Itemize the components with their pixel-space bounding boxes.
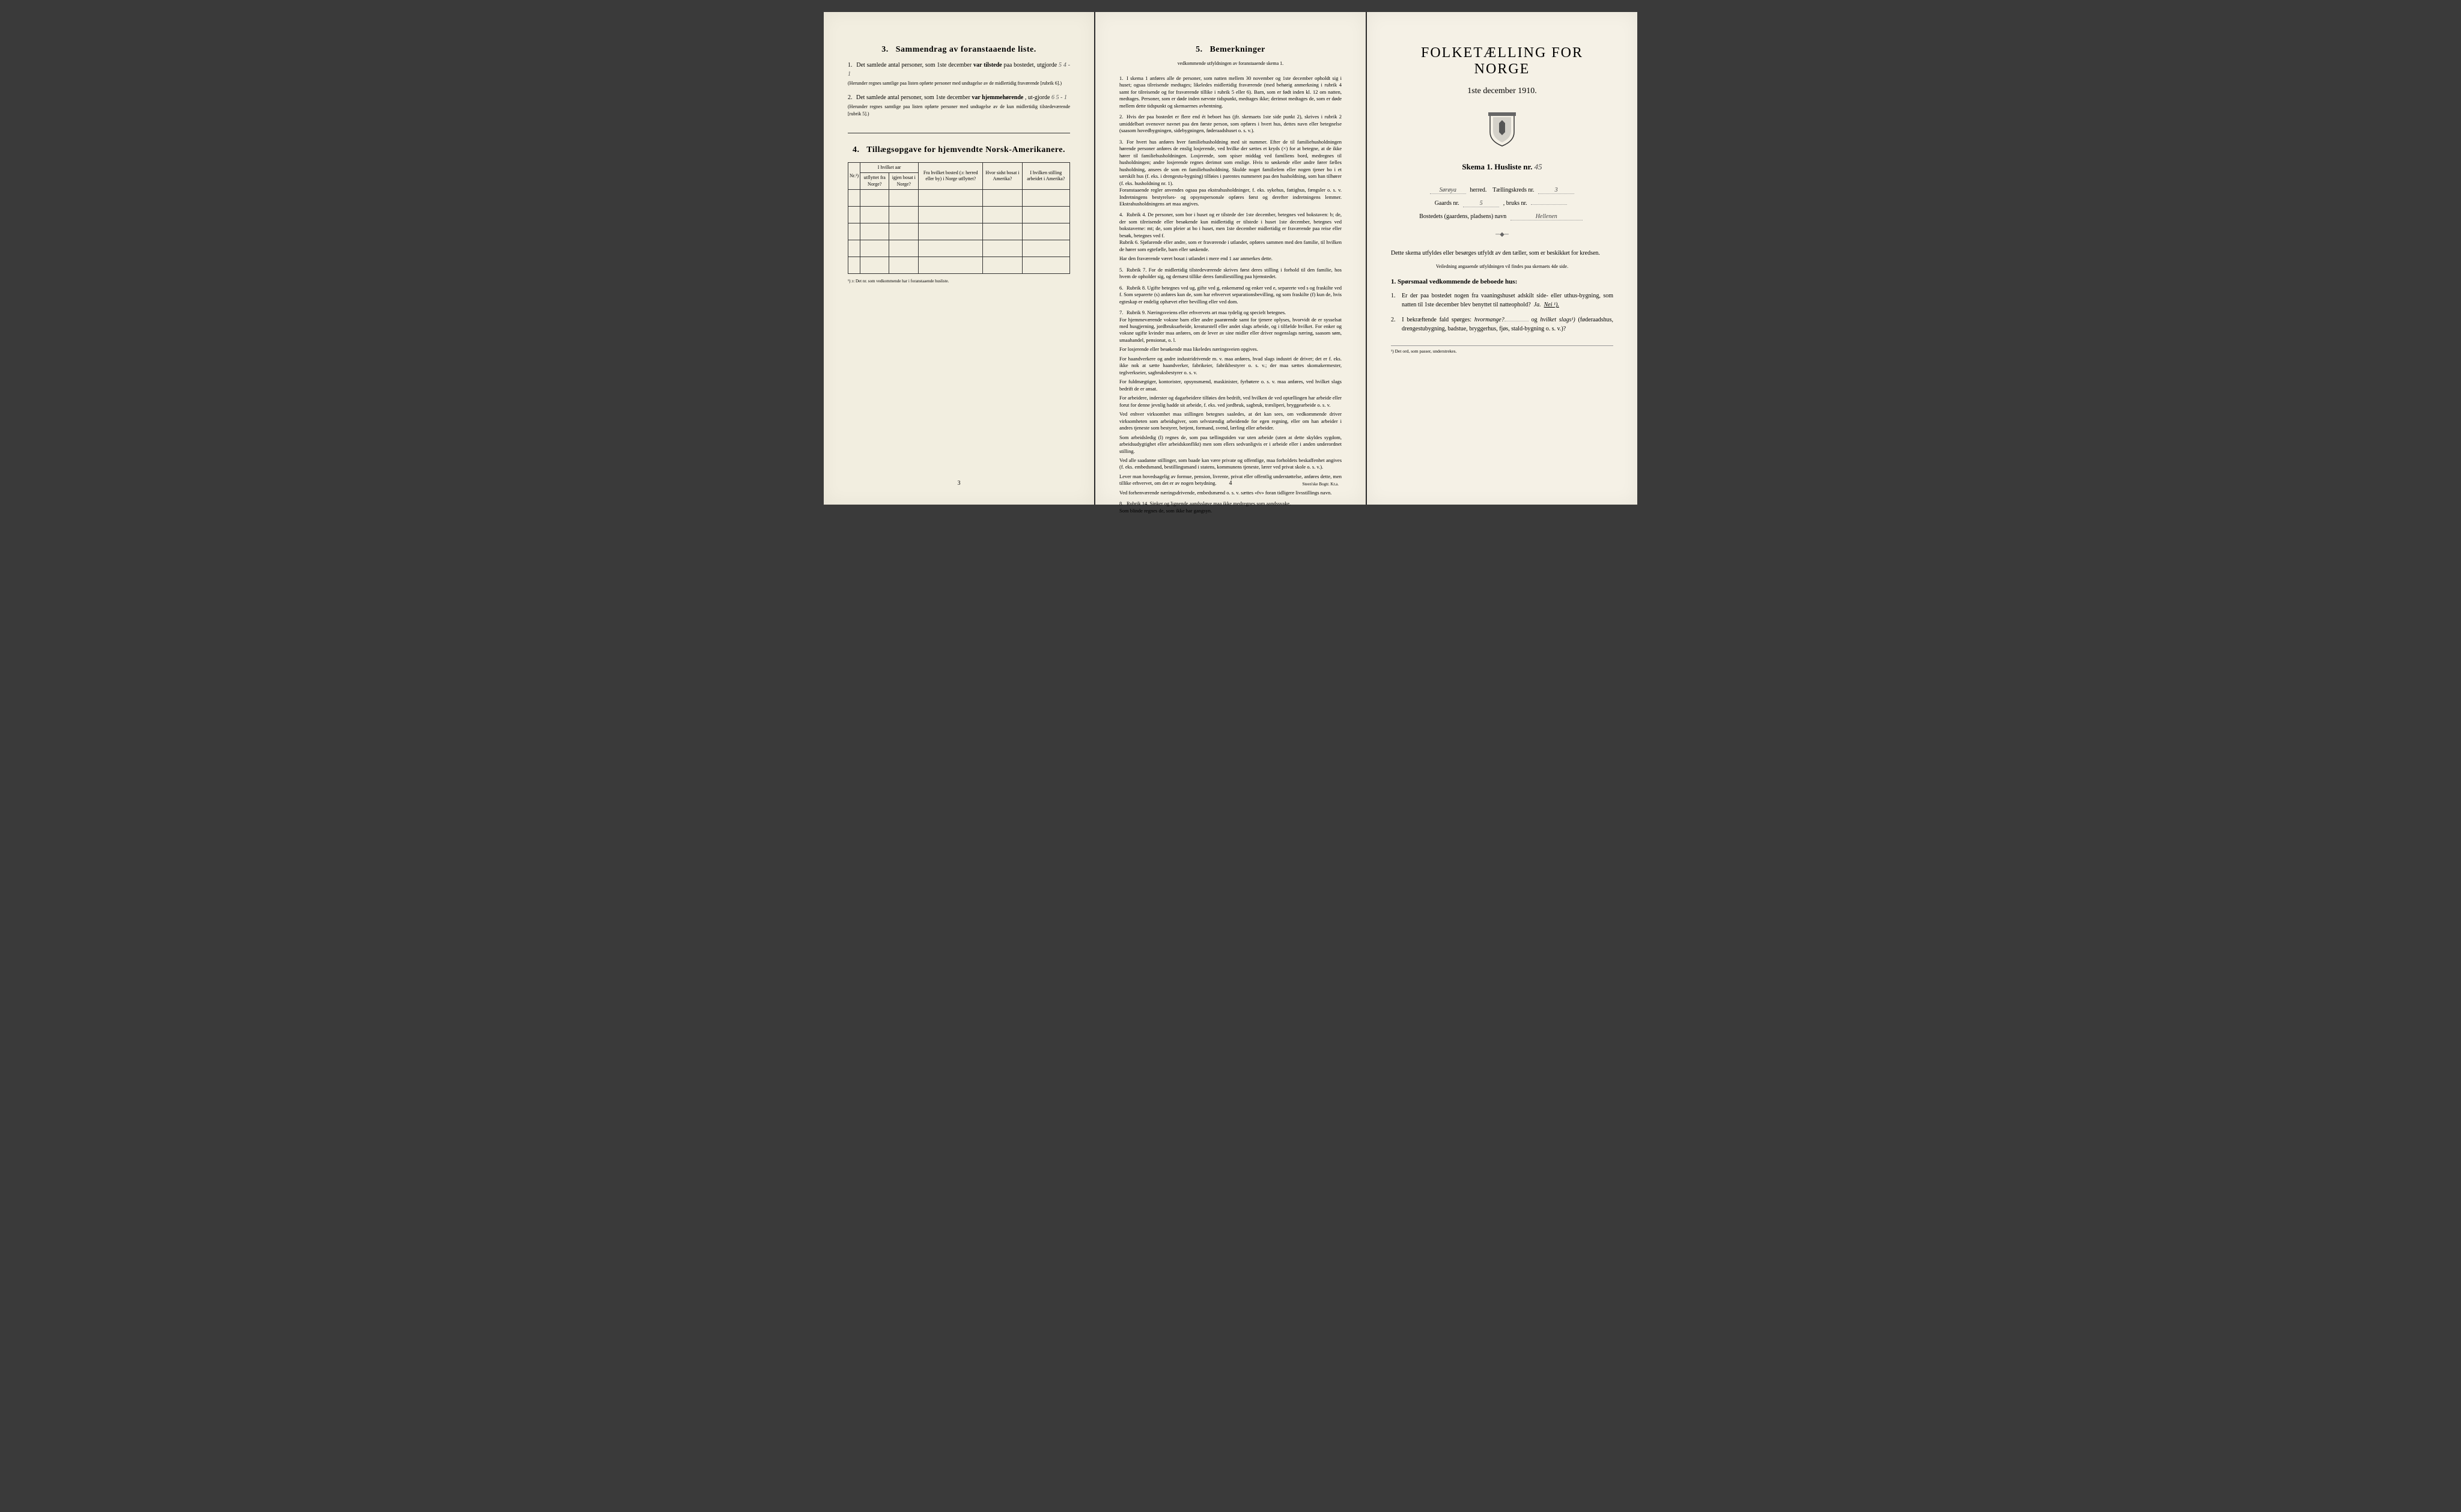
table-row [848,240,1070,257]
remarks-list: 1.I skema 1 anføres alle de personer, so… [1119,75,1342,514]
table-row [848,190,1070,207]
bosted-field: Bostedets (gaardens, pladsens) navn Hell… [1391,213,1613,220]
remark-3: 3.For hvert hus anføres hver familiehush… [1119,139,1342,208]
remark-4: 4.Rubrik 4. De personer, som bor i huset… [1119,211,1342,262]
col-igjen: igjen bosat i Norge? [889,173,919,190]
table-row [848,207,1070,223]
page-number: 4 [1229,480,1232,487]
col-amerika: Hvor sidst bosat i Amerika? [983,163,1022,190]
document-title: FOLKETÆLLING FOR NORGE [1391,45,1613,77]
section-5-subtitle: vedkommende utfyldningen av foranstaaend… [1119,61,1342,66]
table-footnote: ¹) ɔ: Det nr. som vedkommende har i fora… [848,279,1070,284]
page-number: 3 [958,480,961,487]
coat-of-arms-icon [1391,111,1613,150]
herred-field: Sørøya herred. Tællingskreds nr. 3 [1391,187,1613,194]
instruction-text: Dette skema utfyldes eller besørges utfy… [1391,249,1613,258]
document-date: 1ste december 1910. [1391,87,1613,96]
title-page: FOLKETÆLLING FOR NORGE 1ste december 191… [1367,12,1637,505]
section-3-heading: 3. Sammendrag av foranstaaende liste. [848,45,1070,55]
question-1: 1. Er der paa bostedet nogen fra vaaning… [1391,291,1613,309]
remark-8: 8.Rubrik 14. Sinker og lignende aandsslø… [1119,500,1342,514]
table-row [848,257,1070,274]
summary-item-2: 2. Det samlede antal personer, som 1ste … [848,93,1070,118]
skema-line: Skema 1. Husliste nr. 45 [1391,162,1613,172]
amerikanere-table: Nr.¹) I hvilket aar Fra hvilket bosted (… [848,162,1070,284]
page-3: 3. Sammendrag av foranstaaende liste. 1.… [824,12,1094,505]
question-2: 2. I bekræftende fald spørges: hvormange… [1391,315,1613,333]
table-row [848,223,1070,240]
col-stilling: I hvilken stilling arbeidet i Amerika? [1022,163,1069,190]
instruction-subtext: Veiledning angaaende utfyldningen vil fi… [1391,264,1613,269]
remark-5: 5.Rubrik 7. For de midlertidig tilstedev… [1119,267,1342,281]
printer-mark: Steen'ske Bogtr. Kr.a. [1302,482,1339,487]
page-4: 5. Bemerkninger vedkommende utfyldningen… [1095,12,1366,505]
section-4-heading: 4. Tillægsopgave for hjemvendte Norsk-Am… [848,145,1070,155]
col-nr: Nr.¹) [848,163,860,190]
col-utflyttet: utflyttet fra Norge? [860,173,889,190]
summary-item-1: 1. Det samlede antal personer, som 1ste … [848,61,1070,87]
remark-1: 1.I skema 1 anføres alle de personer, so… [1119,75,1342,109]
remark-2: 2.Hvis der paa bostedet er flere end ét … [1119,114,1342,134]
col-aar-group: I hvilket aar [860,163,919,173]
section-5-heading: 5. Bemerkninger [1119,45,1342,55]
gaard-field: Gaards nr. 5 , bruks nr. [1391,200,1613,207]
footnote: ¹) Det ord, som passer, understrekes. [1391,345,1613,354]
remark-6: 6.Rubrik 8. Ugifte betegnes ved ug, gift… [1119,285,1342,305]
remark-7: 7.Rubrik 9. Næringsveiens eller erhverve… [1119,309,1342,496]
questions-heading: 1. Spørsmaal vedkommende de beboede hus: [1391,278,1613,285]
col-bosted: Fra hvilket bosted (ɔ: herred eller by) … [919,163,983,190]
ornament-icon: ─◆─ [1391,231,1613,238]
